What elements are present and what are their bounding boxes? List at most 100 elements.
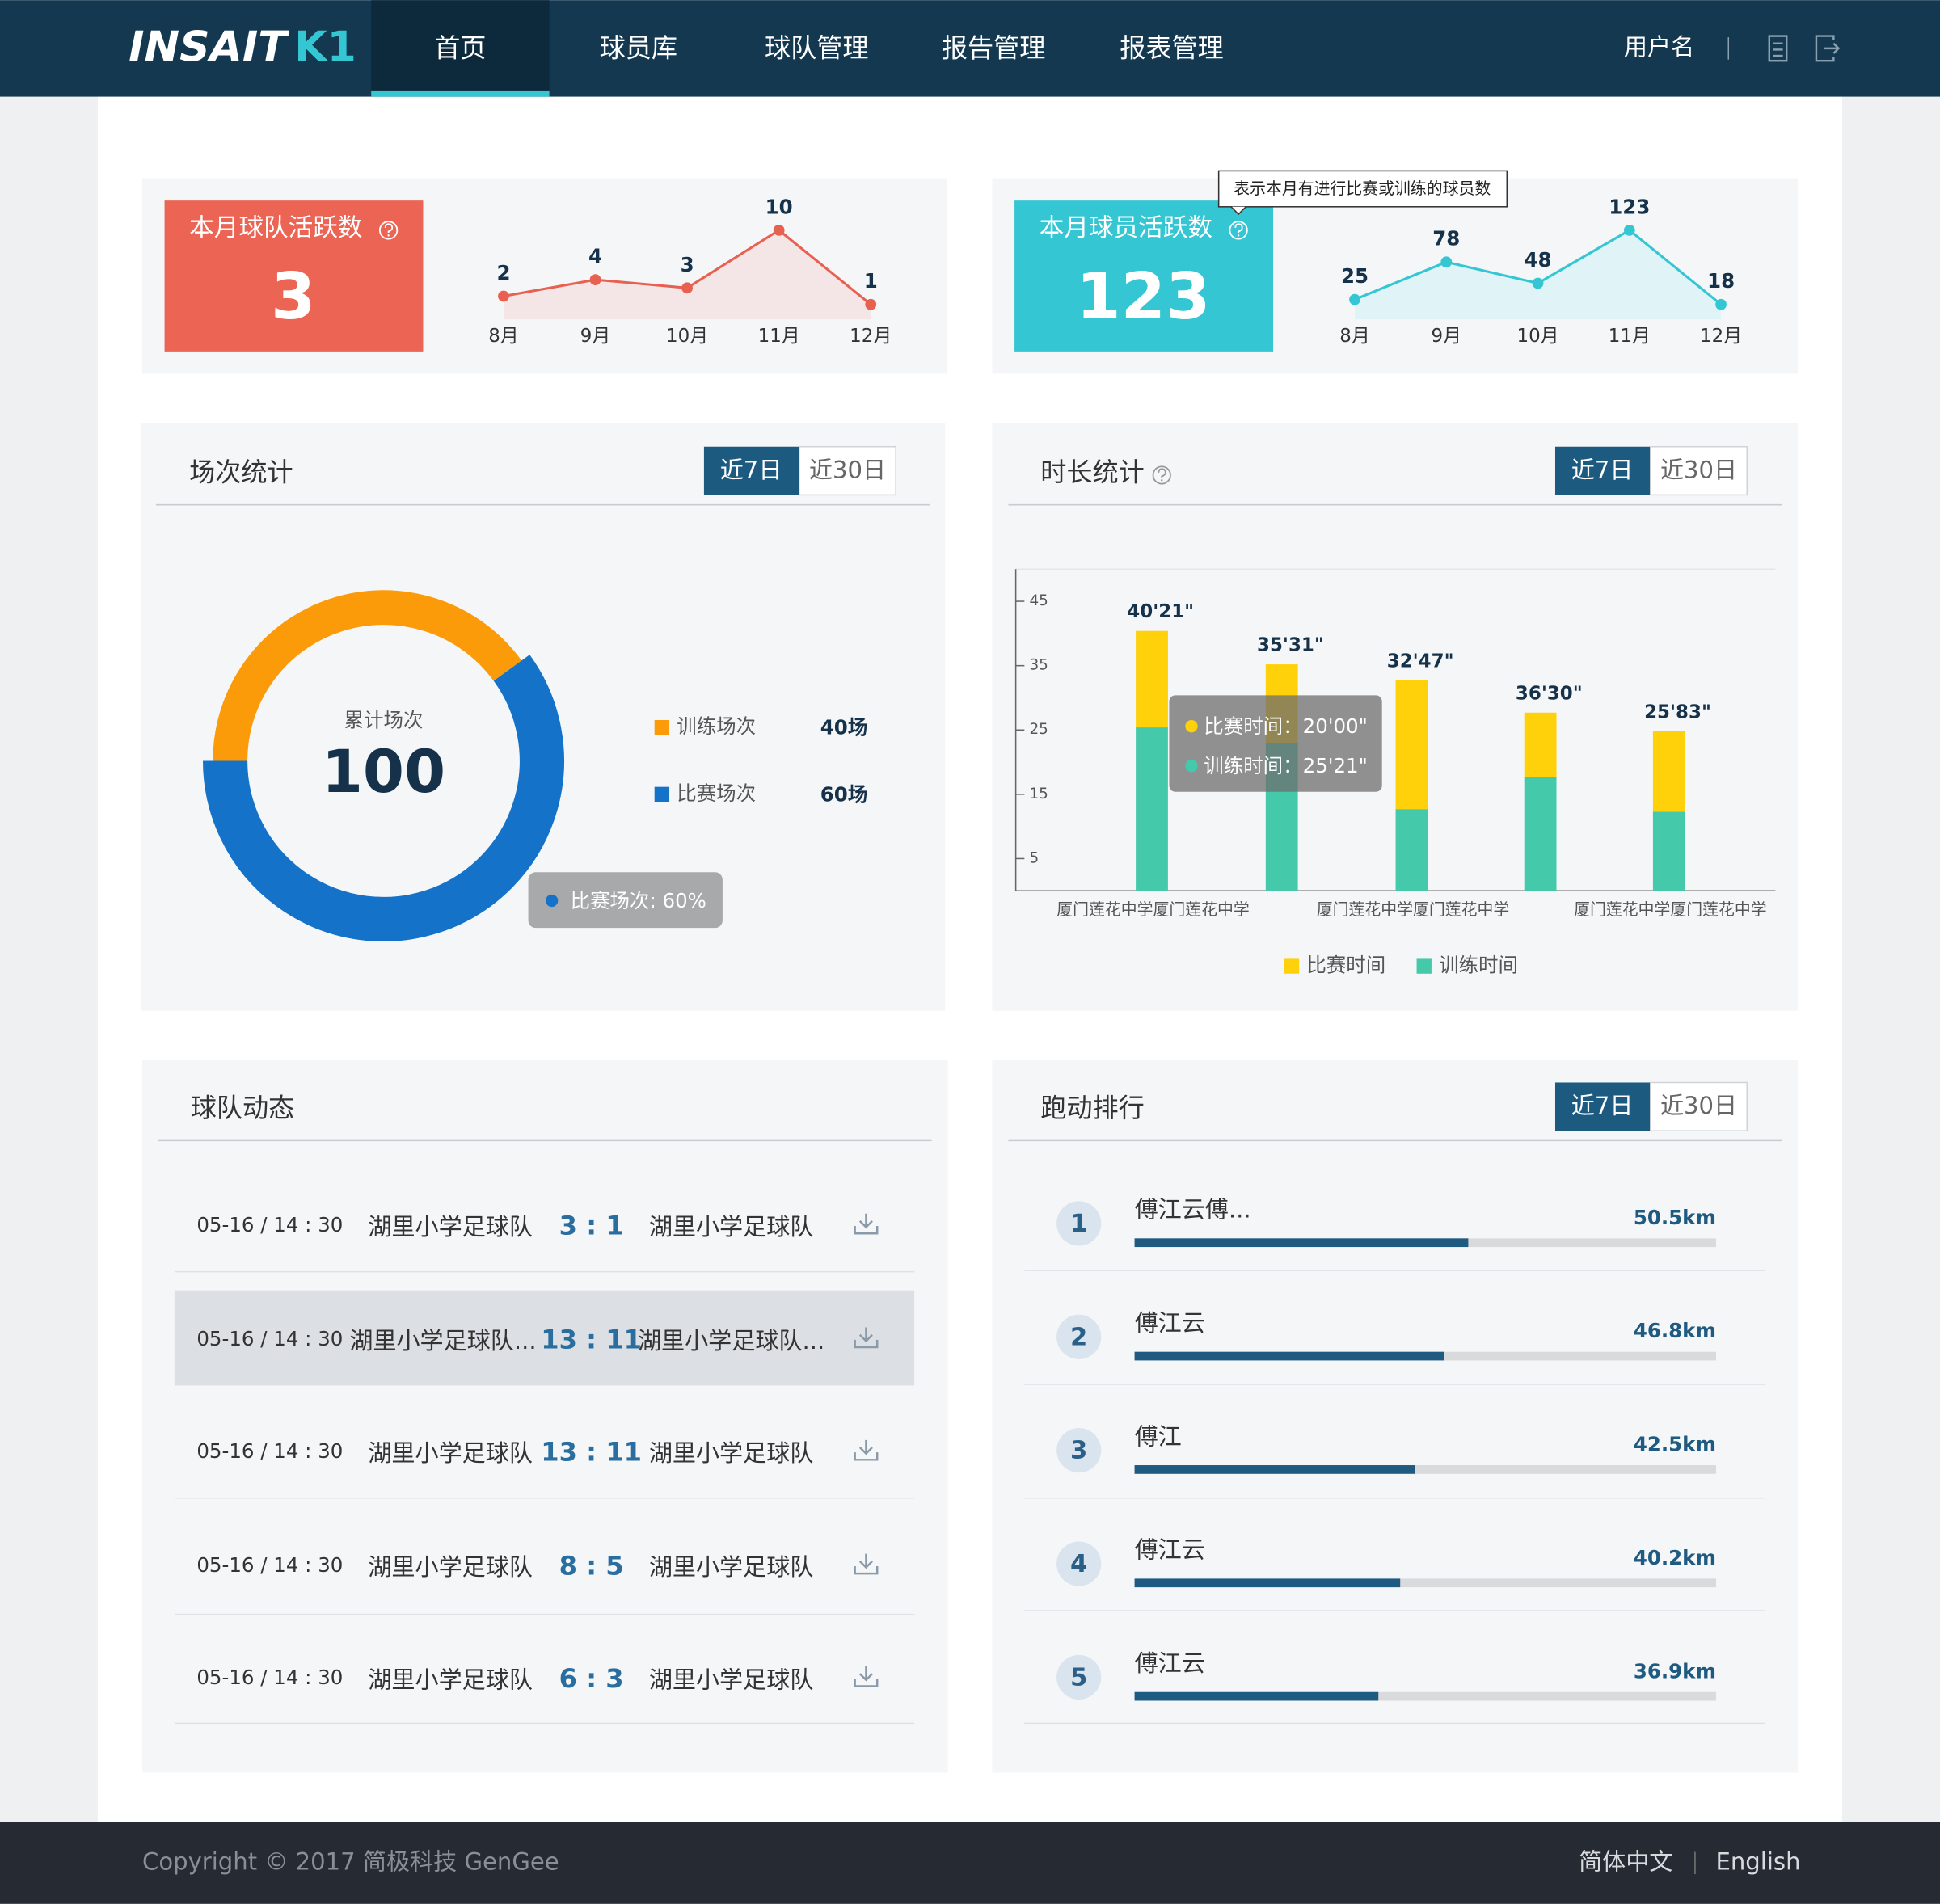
x-tick-label: 厦门莲花中学厦门莲花中学 — [1317, 900, 1510, 919]
player-name: 傅江云 — [1135, 1536, 1205, 1564]
line-point — [589, 274, 601, 285]
x-tick-label: 9月 — [1432, 326, 1462, 347]
data-label: 48 — [1525, 248, 1552, 272]
nav-item[interactable]: 报告管理 — [942, 32, 1046, 63]
distance-label: 40.2km — [1634, 1546, 1716, 1569]
tab-label[interactable]: 近7日 — [1571, 456, 1634, 483]
home-team: 湖里小学足球队 — [368, 1666, 533, 1693]
match-time: 05-16 / 14 : 30 — [196, 1666, 343, 1689]
nav-item[interactable]: 首页 — [434, 32, 486, 63]
tooltip-dot — [546, 894, 559, 908]
download-icon[interactable] — [854, 1553, 879, 1575]
tab[interactable] — [799, 445, 896, 496]
y-tick-label: 5 — [1029, 849, 1039, 866]
tab-active[interactable] — [1554, 1082, 1651, 1131]
tooltip-text: 训练时间：25'21" — [1204, 754, 1368, 777]
kpi-value: 3 — [271, 259, 315, 334]
score: 6 : 3 — [559, 1663, 624, 1694]
help-icon — [1229, 221, 1248, 240]
rank-badge — [1056, 1201, 1102, 1246]
download-icon[interactable] — [854, 1213, 879, 1235]
rank-badge — [1056, 1541, 1102, 1586]
tooltip-pointer — [1230, 206, 1246, 216]
line-point — [1440, 256, 1453, 268]
away-team: 湖里小学足球队 — [649, 1553, 814, 1581]
nav-item[interactable]: 报表管理 — [1120, 32, 1224, 63]
kpi-label: 本月球队活跃数 — [189, 214, 362, 242]
score: 3 : 1 — [559, 1211, 624, 1241]
tab-active[interactable] — [1554, 446, 1651, 495]
legend-swatch — [654, 786, 670, 802]
report-icon[interactable] — [1768, 35, 1788, 62]
download-icon[interactable] — [854, 1666, 879, 1687]
donut-total: 100 — [322, 738, 445, 807]
score: 13 : 11 — [541, 1324, 642, 1354]
tab-label[interactable]: 近7日 — [1571, 1092, 1634, 1119]
download-icon[interactable] — [854, 1327, 879, 1349]
tab-label[interactable]: 近30日 — [809, 456, 886, 483]
logout-icon[interactable] — [1815, 35, 1841, 62]
x-tick-label: 12月 — [1700, 326, 1742, 347]
rank-badge — [1056, 1654, 1102, 1700]
tooltip-dot — [1185, 720, 1198, 733]
tab-label[interactable]: 近30日 — [1660, 456, 1737, 483]
data-label: 123 — [1609, 195, 1650, 218]
away-team: 湖里小学足球队 — [649, 1666, 814, 1693]
away-team: 湖里小学足球队 — [649, 1213, 814, 1241]
help-icon — [1158, 468, 1166, 478]
bar-segment — [1652, 731, 1685, 812]
match-time: 05-16 / 14 : 30 — [196, 1439, 343, 1463]
download-icon[interactable] — [854, 1439, 879, 1461]
score: 8 : 5 — [559, 1550, 624, 1581]
player-name: 傅江云傅... — [1135, 1196, 1251, 1224]
data-label: 4 — [588, 245, 602, 268]
rank-badge — [1056, 1428, 1102, 1473]
tab-label[interactable]: 近7日 — [720, 456, 782, 483]
away-team: 湖里小学足球队... — [638, 1327, 824, 1354]
line-area — [503, 230, 871, 320]
match-time: 05-16 / 14 : 30 — [196, 1213, 343, 1236]
card — [992, 1059, 1798, 1773]
card-title: 时长统计 — [1040, 457, 1145, 487]
line-point — [865, 298, 877, 310]
y-tick-label: 45 — [1029, 592, 1048, 609]
line-point — [1623, 225, 1635, 236]
x-tick-label: 厦门莲花中学厦门莲花中学 — [1056, 900, 1250, 919]
legend-swatch — [1284, 958, 1300, 974]
help-icon — [387, 234, 390, 237]
tab-active[interactable] — [703, 446, 799, 495]
away-team: 湖里小学足球队 — [649, 1439, 814, 1467]
line-point — [773, 225, 785, 236]
bar-track — [1134, 1465, 1716, 1474]
donut-segment — [213, 590, 522, 761]
logo: INSAIT — [129, 23, 289, 71]
line-point — [498, 290, 509, 302]
line-point — [1532, 277, 1544, 289]
tab[interactable] — [1650, 445, 1748, 496]
tab-label[interactable]: 近30日 — [1660, 1092, 1737, 1119]
nav-item[interactable]: 球员库 — [600, 32, 677, 63]
nav-item[interactable]: 球队管理 — [765, 32, 868, 63]
bar-label: 35'31" — [1257, 635, 1324, 656]
x-tick-label: 10月 — [1516, 326, 1558, 347]
bar-segment — [1136, 727, 1168, 891]
home-team: 湖里小学足球队 — [368, 1213, 533, 1241]
distance-label: 46.8km — [1634, 1319, 1716, 1342]
tooltip-text: 表示本月有进行比赛或训练的球员数 — [1234, 179, 1491, 198]
user-name[interactable]: 用户名 — [1624, 33, 1694, 61]
tooltip-dot — [1185, 759, 1198, 773]
data-label: 3 — [681, 253, 694, 276]
language[interactable]: English — [1716, 1847, 1801, 1875]
donut-center-label: 累计场次 — [344, 709, 424, 732]
x-tick-label: 11月 — [758, 326, 800, 347]
language[interactable]: 简体中文 — [1579, 1847, 1672, 1875]
tab[interactable] — [1650, 1081, 1748, 1131]
bar-segment — [1136, 630, 1168, 728]
help-icon — [1237, 234, 1240, 237]
match-time: 05-16 / 14 : 30 — [196, 1327, 343, 1350]
tooltip — [528, 872, 723, 929]
active-tab[interactable] — [371, 0, 550, 97]
bar-track — [1134, 1691, 1716, 1701]
data-label: 10 — [765, 195, 793, 218]
y-tick-label: 25 — [1029, 721, 1048, 738]
